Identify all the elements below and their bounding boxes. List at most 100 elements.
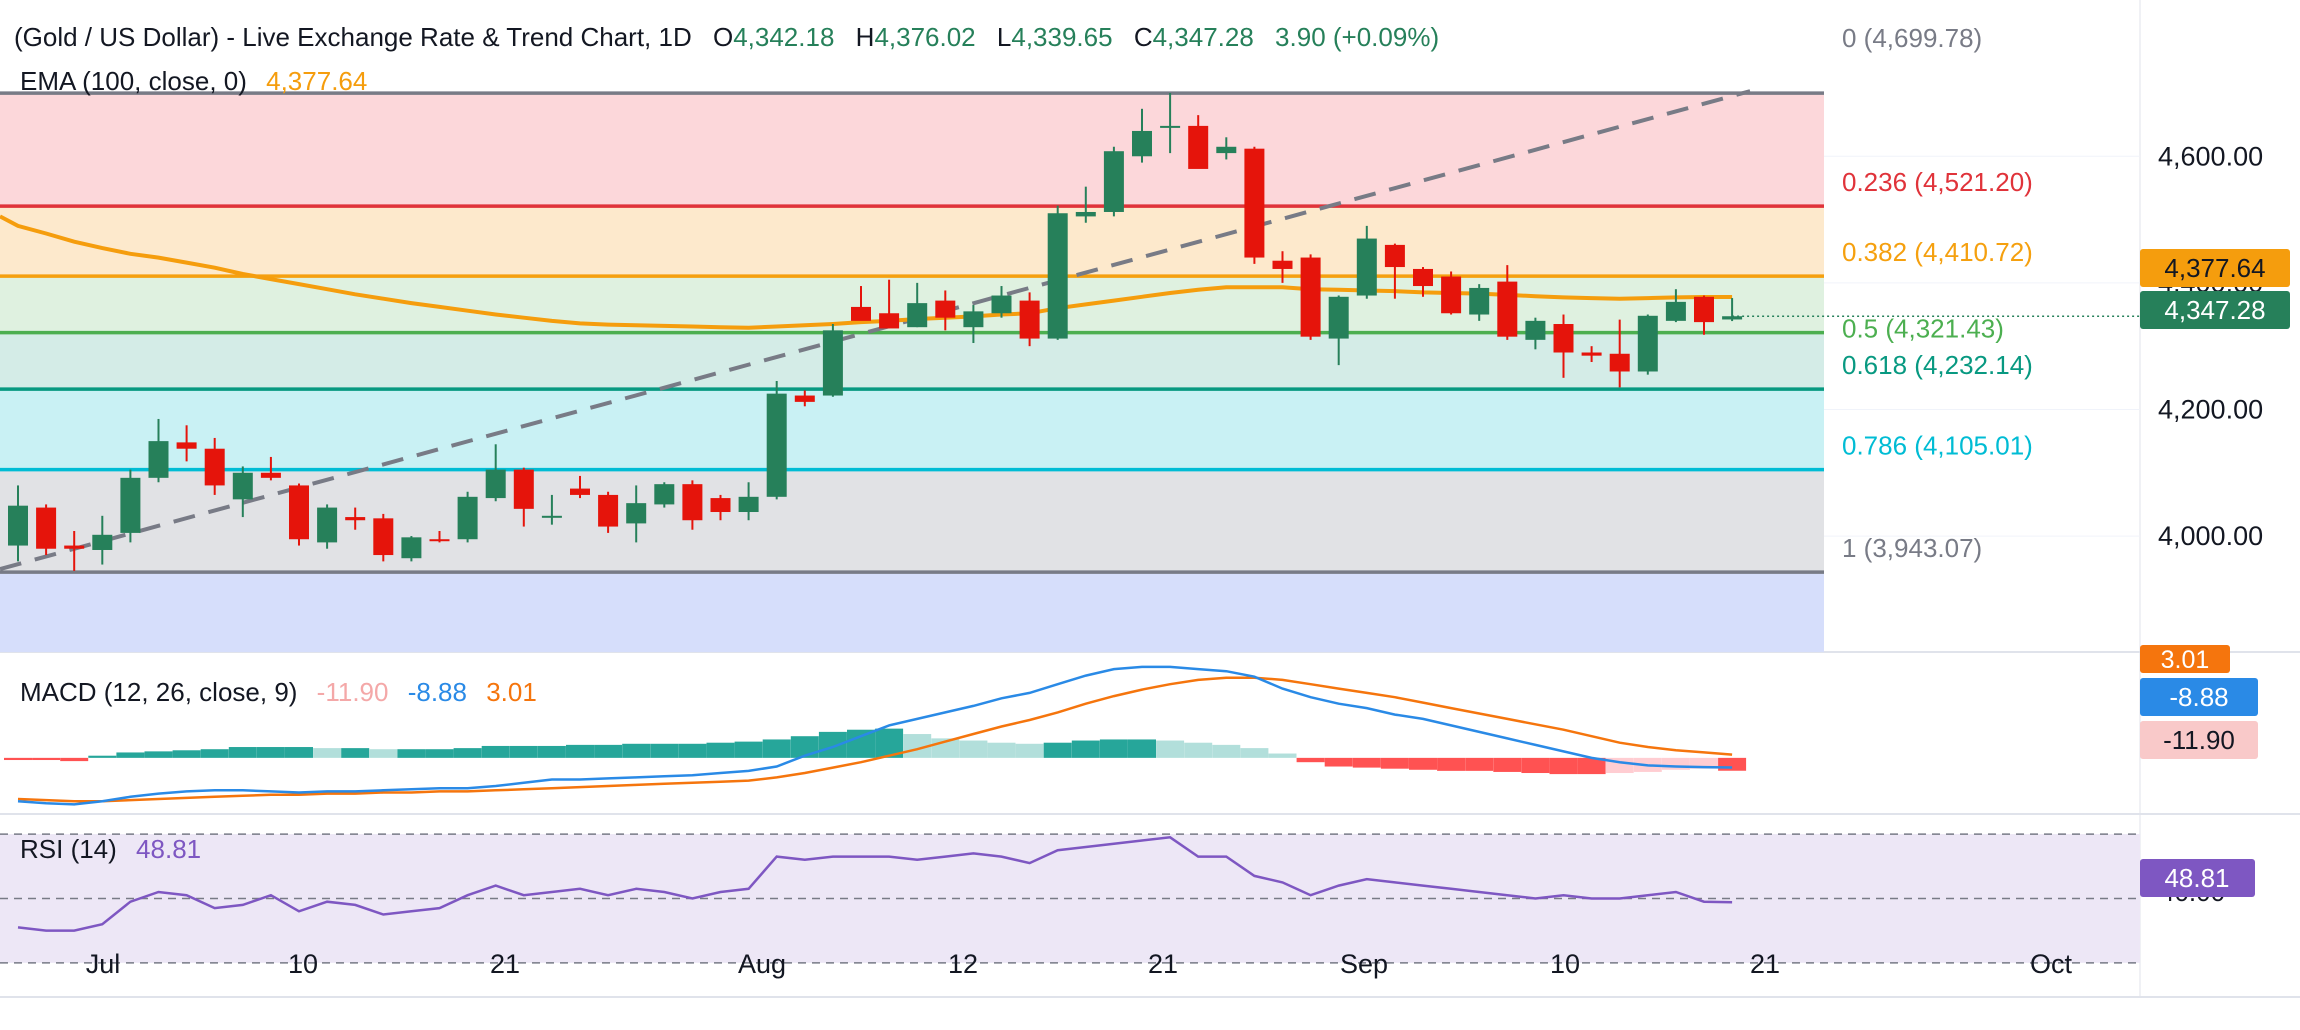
fib-label-0.236: 0.236 (4,521.20) [1842, 167, 2033, 197]
fib-zone-0.618 [0, 389, 1824, 470]
candle [794, 390, 815, 407]
macd-histogram-bar [1184, 742, 1213, 758]
macd-histogram-bar [1690, 757, 1718, 769]
rsi-badge: 48.81 [2140, 859, 2255, 897]
candle [1328, 295, 1349, 366]
candle [541, 494, 562, 525]
macd-histogram-bar [1015, 743, 1044, 758]
candle [1132, 108, 1152, 163]
macd-signal-badge-text: 3.01 [2161, 646, 2210, 674]
macd-histogram-bar [1099, 739, 1128, 758]
price-tick-label: 4,000.00 [2158, 521, 2263, 551]
macd-histogram-bar [1352, 757, 1381, 768]
candle [148, 418, 169, 483]
candle [935, 290, 956, 331]
time-tick-label: Oct [2030, 949, 2073, 979]
macd-histogram-bar [622, 743, 651, 758]
time-tick-label: 12 [948, 949, 978, 979]
fib-label-0.5: 0.5 (4,321.43) [1842, 314, 2004, 344]
close-value: 4,347.28 [1153, 22, 1254, 52]
macd-histogram-bar [1549, 757, 1578, 775]
macd-histogram-bar [1043, 742, 1072, 758]
close-price-badge: 4,347.28 [2140, 291, 2290, 329]
macd-histogram-badge-text: -11.90 [2163, 725, 2235, 755]
candle [822, 324, 843, 397]
candle [598, 491, 619, 533]
candle [1160, 92, 1181, 154]
time-tick-label: Aug [738, 949, 786, 979]
change-value: 3.90 (+0.09%) [1275, 22, 1439, 52]
time-tick-label: 21 [1148, 949, 1178, 979]
macd-histogram-bar [1296, 757, 1325, 763]
time-tick-label: 10 [288, 949, 318, 979]
candle [485, 444, 506, 502]
header-title: (Gold / US Dollar) - Live Exchange Rate … [14, 22, 692, 52]
macd-histogram-bar [425, 749, 454, 758]
macd-histogram-bar [959, 740, 988, 758]
candle [570, 475, 590, 499]
macd-histogram-bar [1465, 757, 1494, 771]
candle [1047, 205, 1068, 340]
macd-histogram-bar [313, 748, 342, 758]
candle [710, 494, 731, 521]
macd-histogram-bar [706, 742, 735, 758]
macd-histogram-bar [537, 745, 566, 758]
candle [120, 469, 141, 543]
macd-legend-label: MACD (12, 26, close, 9) [20, 677, 297, 707]
header-legend: (Gold / US Dollar) - Live Exchange Rate … [14, 22, 1439, 52]
candle [1497, 265, 1518, 340]
macd-histogram-bar [228, 747, 257, 758]
macd-histogram-bar [594, 744, 623, 758]
macd-line-badge: -8.88 [2140, 678, 2258, 716]
candle [1413, 267, 1433, 297]
macd-histogram-badge: -11.90 [2140, 721, 2258, 759]
fib-zone-0.5 [0, 332, 1824, 390]
candle [1665, 289, 1686, 323]
fib-label-0.786: 0.786 (4,105.01) [1842, 431, 2033, 461]
candles [8, 92, 1743, 571]
ema-legend-value: 4,377.64 [266, 66, 367, 96]
candle [176, 425, 197, 462]
candle [1441, 271, 1462, 315]
fib-zone-below-1 [0, 572, 1824, 652]
macd-histogram-bar [481, 745, 510, 758]
open-value: 4,342.18 [733, 22, 834, 52]
candle [36, 504, 57, 556]
macd-line [17, 665, 1733, 806]
high-label: H [856, 22, 875, 52]
macd-histogram-bar [847, 729, 875, 758]
candle [766, 380, 787, 500]
macd-legend-signal: 3.01 [486, 677, 537, 707]
macd-histogram-bar [762, 739, 791, 758]
candle [1244, 146, 1265, 264]
fibonacci-retracement: 0 (4,699.78) 0.236 (4,521.20) 0.382 (4,410… [0, 23, 2033, 652]
macd-histogram-bar [453, 748, 482, 758]
time-tick-label: 21 [1750, 949, 1780, 979]
candle [1272, 251, 1293, 283]
macd-histogram-bar [1071, 740, 1100, 758]
candle [317, 504, 338, 549]
rsi-legend-value: 48.81 [136, 834, 201, 864]
macd-histogram-bar [4, 757, 32, 761]
candle [879, 279, 900, 329]
macd-histogram-bar [285, 747, 313, 758]
price-tick-label: 4,600.00 [2158, 141, 2263, 171]
candle [1019, 292, 1040, 347]
macd-histogram-bar [1437, 757, 1466, 771]
price-tick-label: 4,200.00 [2158, 394, 2263, 424]
candle [1694, 295, 1714, 335]
candle [907, 282, 928, 328]
macd-signal-badge: 3.01 [2140, 645, 2230, 674]
time-axis: Jul 10 21 Aug 12 21 Sep 10 21 Oct [86, 949, 2073, 979]
candle [429, 531, 450, 543]
macd-histogram-bar [650, 743, 679, 758]
open-label: O [713, 22, 733, 52]
macd-histogram-bar [1661, 757, 1690, 770]
macd-histogram-bar [1156, 740, 1185, 758]
macd-histogram-bar [987, 742, 1016, 758]
macd-histogram-bar [566, 744, 594, 758]
fib-label-0.618: 0.618 (4,232.14) [1842, 350, 2033, 380]
rsi-legend-label: RSI (14) [20, 834, 117, 864]
close-price-badge-text: 4,347.28 [2164, 295, 2265, 325]
